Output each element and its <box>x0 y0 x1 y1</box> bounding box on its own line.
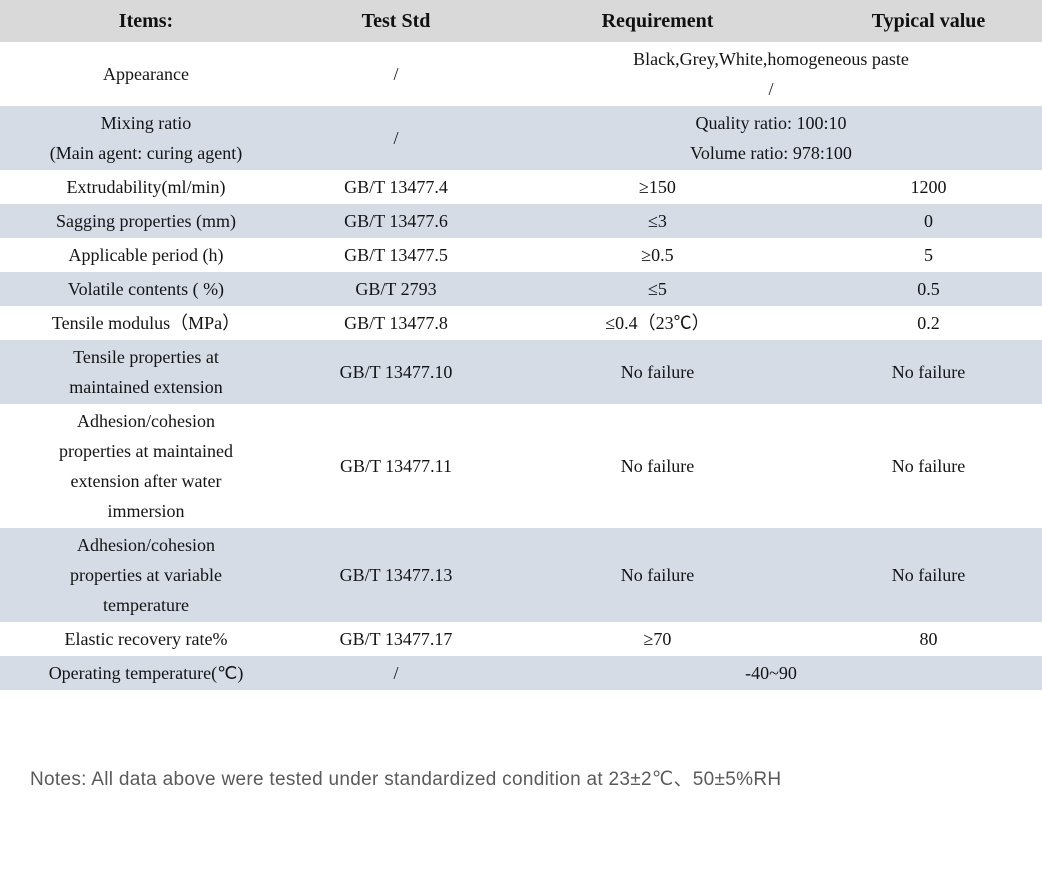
table-row: Tensile properties at maintained extensio… <box>0 340 1042 404</box>
test-std-cell: GB/T 2793 <box>292 272 500 306</box>
table-row: Extrudability(ml/min) GB/T 13477.4 ≥150 120… <box>0 170 1042 204</box>
item-cell-line: Mixing ratio <box>100 113 192 133</box>
item-cell-line: Tensile properties at <box>73 347 219 367</box>
item-cell-line: Applicable period (h) <box>68 245 224 265</box>
table-row: Elastic recovery rate% GB/T 13477.17 ≥70 80 <box>0 622 1042 656</box>
merged-requirement-typical-cell-line: Volume ratio: 978:100 <box>690 143 852 163</box>
typical-value-cell: 0.5 <box>815 272 1042 306</box>
test-std-cell: GB/T 13477.13 <box>292 528 500 622</box>
requirement-cell: ≤3 <box>500 204 815 238</box>
notes-text: Notes: All data above were tested under … <box>30 769 782 790</box>
item-cell: Operating temperature(℃) <box>0 656 292 690</box>
typical-value-cell: 0.2 <box>815 306 1042 340</box>
item-cell-line: Operating temperature(℃) <box>48 663 244 683</box>
item-cell-line: Appearance <box>103 64 189 84</box>
item-cell: Sagging properties (mm) <box>0 204 292 238</box>
typical-value-cell: 1200 <box>815 170 1042 204</box>
test-std-cell: GB/T 13477.6 <box>292 204 500 238</box>
test-std-cell: GB/T 13477.8 <box>292 306 500 340</box>
item-cell-line: extension after water <box>70 471 222 491</box>
item-cell: Applicable period (h) <box>0 238 292 272</box>
table-row: Sagging properties (mm) GB/T 13477.6 ≤3 0 <box>0 204 1042 238</box>
item-cell: Elastic recovery rate% <box>0 622 292 656</box>
typical-value-cell: No failure <box>815 340 1042 404</box>
requirement-cell: ≤5 <box>500 272 815 306</box>
merged-requirement-typical-cell: Quality ratio: 100:10 Volume ratio: 978:1… <box>500 106 1042 170</box>
header-items: Items: <box>0 0 292 42</box>
spec-table: Items: Test Std Requirement Typical valu… <box>0 0 1042 690</box>
item-cell: Adhesion/cohesion properties at maintaine… <box>0 404 292 528</box>
requirement-cell: ≥150 <box>500 170 815 204</box>
requirement-cell: No failure <box>500 528 815 622</box>
item-cell: Adhesion/cohesion properties at variable t… <box>0 528 292 622</box>
item-cell-line: Extrudability(ml/min) <box>66 177 226 197</box>
test-std-cell: / <box>292 42 500 106</box>
header-typical-value: Typical value <box>815 0 1042 42</box>
table-row: Adhesion/cohesion properties at variable t… <box>0 528 1042 622</box>
requirement-cell: No failure <box>500 340 815 404</box>
table-row: Applicable period (h) GB/T 13477.5 ≥0.5 5 <box>0 238 1042 272</box>
item-cell-line: Elastic recovery rate% <box>64 629 228 649</box>
item-cell: Appearance <box>0 42 292 106</box>
table-row: Volatile contents ( %) GB/T 2793 ≤5 0.5 <box>0 272 1042 306</box>
merged-requirement-typical-cell: -40~90 <box>500 656 1042 690</box>
item-cell-line: temperature <box>103 595 189 615</box>
test-std-cell: / <box>292 656 500 690</box>
item-cell: Mixing ratio (Main agent: curing agent) <box>0 106 292 170</box>
item-cell: Tensile properties at maintained extensio… <box>0 340 292 404</box>
merged-requirement-typical-cell-line: / <box>768 79 774 99</box>
item-cell-line: Tensile modulus（MPa） <box>51 313 241 333</box>
test-std-cell: GB/T 13477.17 <box>292 622 500 656</box>
item-cell-line: immersion <box>107 501 185 521</box>
requirement-cell: ≥70 <box>500 622 815 656</box>
item-cell-line: Sagging properties (mm) <box>56 211 236 231</box>
item-cell: Extrudability(ml/min) <box>0 170 292 204</box>
header-row: Items: Test Std Requirement Typical valu… <box>0 0 1042 42</box>
typical-value-cell: 0 <box>815 204 1042 238</box>
requirement-cell: ≤0.4（23℃） <box>500 306 815 340</box>
table-row: Appearance / Black,Grey,White,homogeneous … <box>0 42 1042 106</box>
item-cell: Volatile contents ( %) <box>0 272 292 306</box>
header-test-std: Test Std <box>292 0 500 42</box>
requirement-cell: No failure <box>500 404 815 528</box>
item-cell-line: Volatile contents ( %) <box>67 279 225 299</box>
spec-table-body: Appearance / Black,Grey,White,homogeneous … <box>0 42 1042 690</box>
item-cell: Tensile modulus（MPa） <box>0 306 292 340</box>
table-row: Adhesion/cohesion properties at maintaine… <box>0 404 1042 528</box>
test-std-cell: GB/T 13477.11 <box>292 404 500 528</box>
typical-value-cell: No failure <box>815 528 1042 622</box>
requirement-cell: ≥0.5 <box>500 238 815 272</box>
typical-value-cell: 80 <box>815 622 1042 656</box>
test-std-cell: / <box>292 106 500 170</box>
item-cell-line: properties at maintained <box>59 441 233 461</box>
test-std-cell: GB/T 13477.4 <box>292 170 500 204</box>
header-requirement: Requirement <box>500 0 815 42</box>
typical-value-cell: No failure <box>815 404 1042 528</box>
test-std-cell: GB/T 13477.5 <box>292 238 500 272</box>
merged-requirement-typical-cell-line: Quality ratio: 100:10 <box>695 113 847 133</box>
merged-requirement-typical-cell-line: -40~90 <box>745 663 797 683</box>
typical-value-cell: 5 <box>815 238 1042 272</box>
item-cell-line: (Main agent: curing agent) <box>49 143 243 163</box>
test-std-cell: GB/T 13477.10 <box>292 340 500 404</box>
item-cell-line: maintained extension <box>69 377 223 397</box>
table-row: Tensile modulus（MPa） GB/T 13477.8 ≤0.4（23℃… <box>0 306 1042 340</box>
table-row: Mixing ratio (Main agent: curing agent) / Q… <box>0 106 1042 170</box>
item-cell-line: Adhesion/cohesion <box>77 411 215 431</box>
table-row: Operating temperature(℃) / -40~90 <box>0 656 1042 690</box>
item-cell-line: Adhesion/cohesion <box>77 535 215 555</box>
merged-requirement-typical-cell: Black,Grey,White,homogeneous paste / <box>500 42 1042 106</box>
item-cell-line: properties at variable <box>70 565 222 585</box>
merged-requirement-typical-cell-line: Black,Grey,White,homogeneous paste <box>633 49 909 69</box>
